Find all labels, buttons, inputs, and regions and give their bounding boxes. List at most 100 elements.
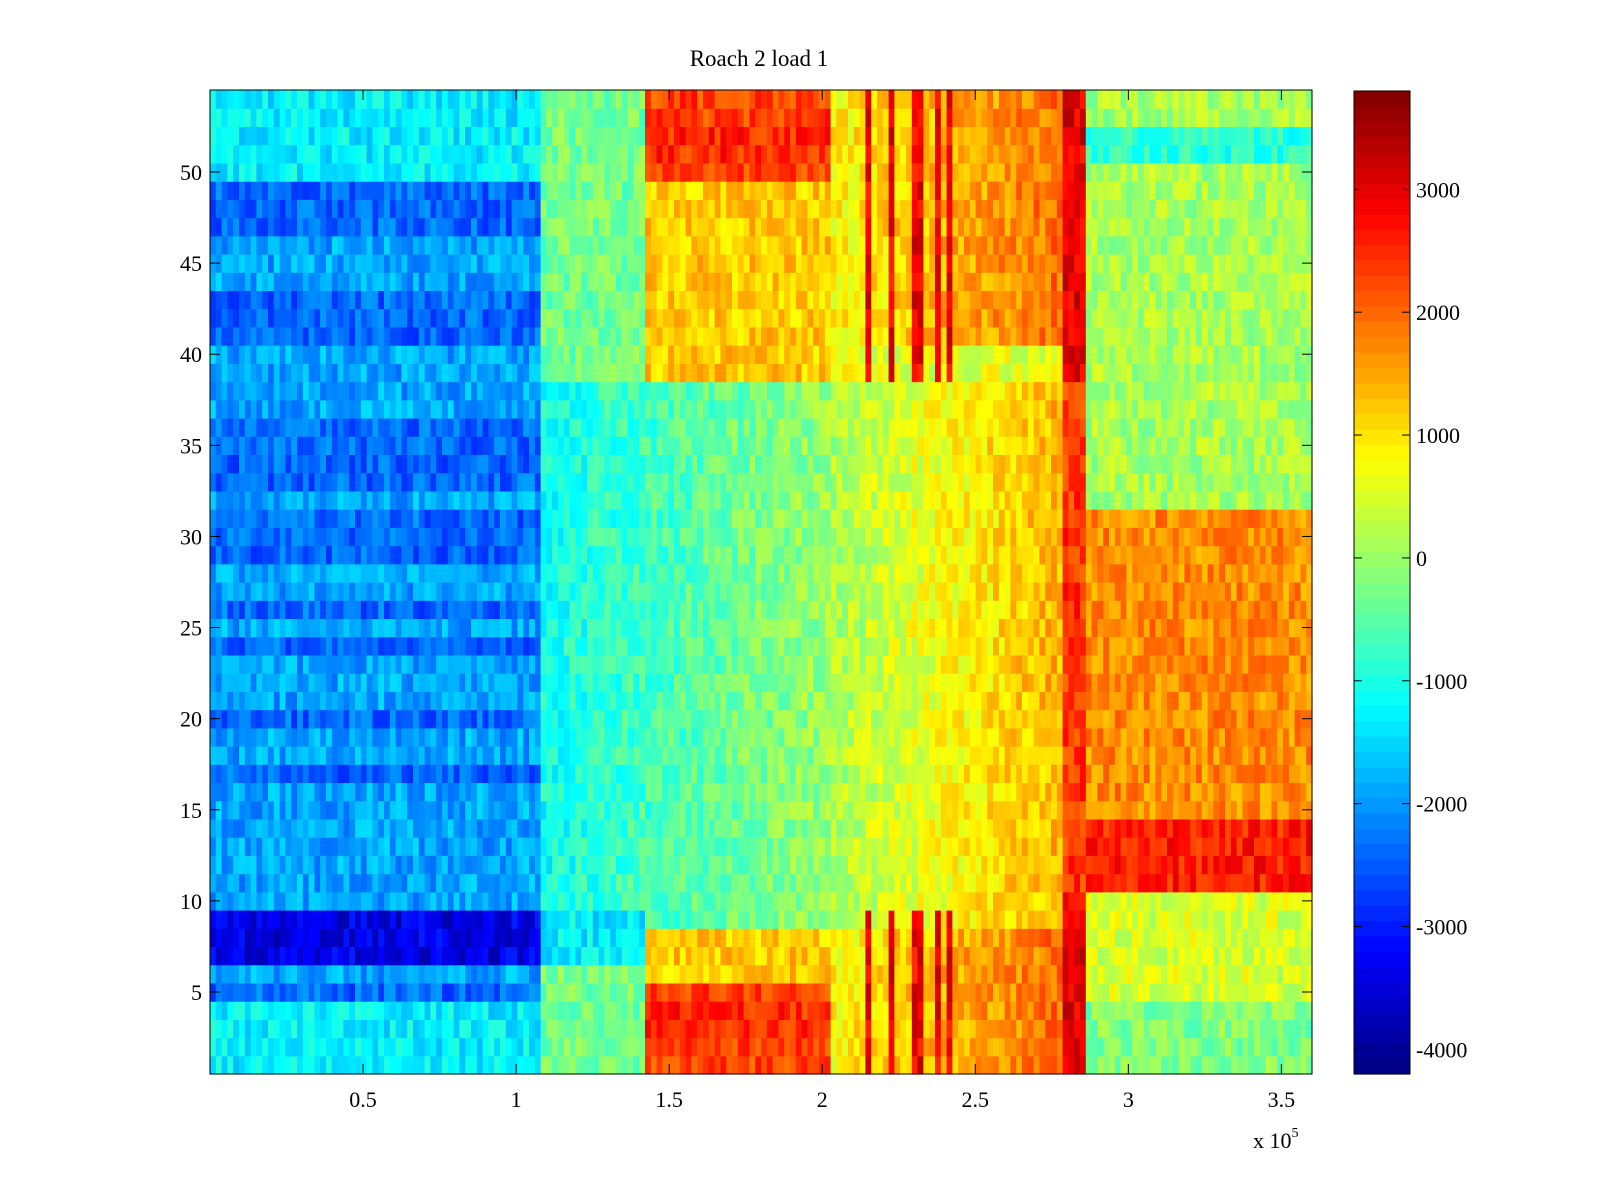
heatmap-cell <box>1103 873 1110 893</box>
heatmap-cell <box>981 746 988 765</box>
heatmap-cell <box>1138 691 1145 711</box>
heatmap-cell <box>645 782 652 802</box>
heatmap-cell <box>488 1019 495 1039</box>
heatmap-cell <box>1172 636 1180 656</box>
heatmap-cell <box>911 818 919 838</box>
heatmap-cell <box>1288 782 1296 802</box>
heatmap-cell <box>842 600 849 620</box>
heatmap-cell <box>1288 818 1296 838</box>
heatmap-cell <box>969 837 977 856</box>
heatmap-cell <box>1306 1037 1313 1057</box>
heatmap-cell <box>650 691 658 711</box>
heatmap-cell <box>1294 946 1301 966</box>
heatmap-cell <box>639 709 646 729</box>
heatmap-cell <box>285 1037 292 1057</box>
heatmap-cell <box>447 654 455 674</box>
heatmap-cell <box>407 746 414 765</box>
heatmap-cell <box>1167 727 1174 747</box>
heatmap-cell <box>459 1019 466 1039</box>
heatmap-cell <box>389 855 397 875</box>
heatmap-cell <box>558 1019 565 1039</box>
heatmap-cell <box>685 1019 692 1039</box>
heatmap-cell <box>355 709 362 729</box>
heatmap-cell <box>210 873 217 893</box>
heatmap-cell <box>917 709 924 729</box>
heatmap-cell <box>1109 673 1116 692</box>
heatmap-cell <box>1022 873 1029 893</box>
heatmap-cell <box>401 600 408 620</box>
heatmap-cell <box>674 1019 681 1039</box>
heatmap-cell <box>482 600 489 620</box>
heatmap-cell <box>389 1001 397 1020</box>
heatmap-cell <box>210 964 217 984</box>
heatmap-cell <box>285 746 292 765</box>
heatmap-cell <box>1254 910 1261 929</box>
heatmap-cell <box>366 582 373 601</box>
heatmap-cell <box>668 600 675 620</box>
heatmap-cell <box>320 727 327 747</box>
heatmap-cell <box>575 691 582 711</box>
heatmap-cell <box>1004 873 1011 893</box>
heatmap-cell <box>645 618 652 638</box>
heatmap-cell <box>529 891 536 911</box>
heatmap-cell <box>911 727 919 747</box>
heatmap-cell <box>650 837 658 856</box>
heatmap-cell <box>790 982 797 1002</box>
heatmap-cell <box>1149 636 1156 656</box>
heatmap-cell <box>842 818 849 838</box>
heatmap-cell <box>262 800 269 820</box>
heatmap-cell <box>227 673 234 692</box>
heatmap-cell <box>1172 837 1180 856</box>
heatmap-cell <box>384 746 391 765</box>
heatmap-cell <box>465 1037 472 1057</box>
heatmap-cell <box>807 654 814 674</box>
heatmap-cell <box>766 618 774 638</box>
heatmap-cell <box>459 873 466 893</box>
heatmap-cell <box>511 946 518 966</box>
heatmap-cell <box>1027 818 1035 838</box>
heatmap-cell <box>1132 946 1139 966</box>
heatmap-cell <box>268 673 275 692</box>
heatmap-cell <box>784 855 791 875</box>
heatmap-cell <box>471 964 478 984</box>
heatmap-cell <box>1288 618 1296 638</box>
heatmap-cell <box>540 964 547 984</box>
heatmap-cell <box>320 1037 327 1057</box>
heatmap-cell <box>1277 764 1284 784</box>
heatmap-cell <box>558 928 565 948</box>
heatmap-cell <box>442 636 449 656</box>
heatmap-cell <box>929 618 936 638</box>
heatmap-cell <box>848 873 855 893</box>
heatmap-cell <box>459 600 466 620</box>
heatmap-cell <box>447 928 455 948</box>
heatmap-cell <box>552 891 559 911</box>
heatmap-cell <box>743 709 750 729</box>
heatmap-cell <box>610 691 617 711</box>
heatmap-cell <box>656 746 663 765</box>
heatmap-cell <box>1184 636 1191 656</box>
heatmap-cell <box>1254 800 1261 820</box>
heatmap-cell <box>807 1019 814 1039</box>
heatmap-cell <box>279 800 286 820</box>
heatmap-cell <box>1056 764 1064 784</box>
heatmap-cell <box>471 782 478 802</box>
heatmap-cell <box>697 910 704 929</box>
heatmap-cell <box>517 636 524 656</box>
heatmap-cell <box>975 1037 982 1057</box>
heatmap-cell <box>563 982 571 1002</box>
heatmap-cell <box>732 1055 739 1075</box>
heatmap-cell <box>1085 654 1093 674</box>
heatmap-cell <box>1004 837 1011 856</box>
heatmap-cell <box>221 764 228 784</box>
heatmap-cell <box>233 727 240 747</box>
heatmap-cell <box>523 964 530 984</box>
heatmap-cell <box>964 618 971 638</box>
heatmap-cell <box>337 600 344 620</box>
heatmap-cell <box>865 818 872 838</box>
heatmap-cell <box>679 691 687 711</box>
heatmap-cell <box>1143 800 1151 820</box>
heatmap-cell <box>476 764 484 784</box>
heatmap-cell <box>355 818 362 838</box>
heatmap-cell <box>250 746 257 765</box>
heatmap-cell <box>523 691 530 711</box>
